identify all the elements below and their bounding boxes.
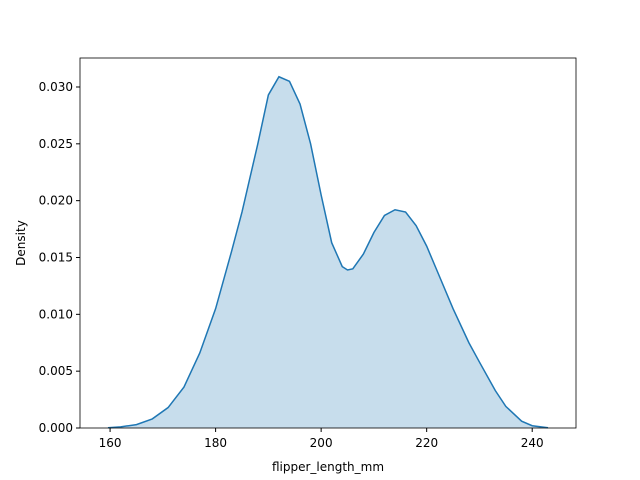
x-tick-label: 220: [415, 436, 438, 450]
x-axis-label: flipper_length_mm: [272, 460, 384, 474]
x-tick-label: 240: [521, 436, 544, 450]
y-tick-label: 0.010: [39, 307, 73, 321]
x-tick-label: 200: [310, 436, 333, 450]
plot-frame: [79, 57, 577, 429]
y-tick-label: 0.020: [39, 194, 73, 208]
y-tick-label: 0.025: [39, 137, 73, 151]
y-tick-label: 0.030: [39, 80, 73, 94]
x-tick-label: 180: [204, 436, 227, 450]
y-tick-label: 0.015: [39, 250, 73, 264]
density-line: [107, 75, 549, 429]
y-tick-label: 0.005: [39, 364, 73, 378]
y-tick-label: 0.000: [39, 421, 73, 435]
x-tick-label: 160: [99, 436, 122, 450]
density-area: [107, 76, 549, 428]
y-axis-label: Density: [14, 220, 28, 266]
